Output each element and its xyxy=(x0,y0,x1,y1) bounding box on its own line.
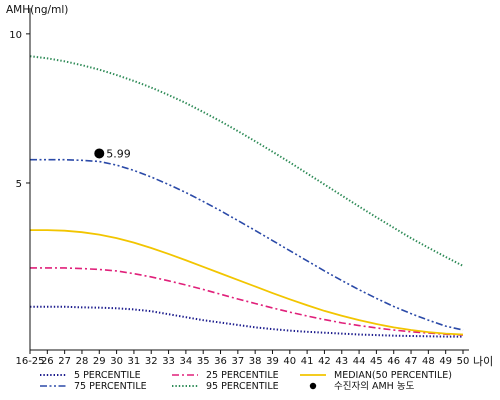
legend-label-1: 25 PERCENTILE xyxy=(206,370,279,381)
x-tick-label-13: 38 xyxy=(249,356,262,367)
legend-item-5: 수진자의 AMH 농도 xyxy=(309,381,415,392)
legend-item-4: 95 PERCENTILE xyxy=(172,381,279,392)
legend-label-5: 수진자의 AMH 농도 xyxy=(334,381,415,392)
x-tick-label-17: 42 xyxy=(318,356,331,367)
series-line-2 xyxy=(30,229,464,336)
legend: 5 PERCENTILE 25 PERCENTILE MEDIAN(50 PERCE… xyxy=(40,370,452,392)
x-tick-label-25: 50 xyxy=(457,356,470,367)
y-tick-label-1: 10 xyxy=(9,30,22,41)
legend-item-3: 75 PERCENTILE xyxy=(40,381,147,392)
x-tick-label-23: 48 xyxy=(422,356,435,367)
legend-label-3: 75 PERCENTILE xyxy=(74,381,147,392)
x-tick-label-4: 29 xyxy=(93,356,106,367)
patient-amh-value-label: 5.99 xyxy=(106,147,131,160)
x-tick-label-24: 49 xyxy=(439,356,452,367)
x-tick-label-16: 41 xyxy=(301,356,314,367)
x-tick-label-2: 27 xyxy=(58,356,71,367)
legend-item-1: 25 PERCENTILE xyxy=(172,370,279,381)
x-tick-label-6: 31 xyxy=(128,356,141,367)
x-tick-label-21: 46 xyxy=(387,356,400,367)
x-tick-label-9: 34 xyxy=(180,356,193,367)
series-layer xyxy=(29,55,464,338)
x-tick-label-18: 43 xyxy=(335,356,348,367)
series-line-1 xyxy=(30,267,464,336)
legend-swatch-5 xyxy=(309,382,317,390)
x-tick-label-10: 35 xyxy=(197,356,210,367)
x-tick-label-11: 36 xyxy=(214,356,227,367)
y-tick-label-0: 5 xyxy=(16,179,22,190)
legend-item-2: MEDIAN(50 PERCENTILE) xyxy=(300,370,452,381)
x-tick-label-7: 32 xyxy=(145,356,158,367)
x-tick-label-5: 30 xyxy=(110,356,123,367)
legend-label-4: 95 PERCENTILE xyxy=(206,381,279,392)
x-tick-label-22: 47 xyxy=(405,356,418,367)
x-tick-label-14: 39 xyxy=(266,356,279,367)
x-tick-label-3: 28 xyxy=(76,356,89,367)
y-axis-label: AMH(ng/ml) xyxy=(6,4,68,16)
x-tick-label-19: 44 xyxy=(353,356,366,367)
x-tick-label-8: 33 xyxy=(162,356,175,367)
series-line-3 xyxy=(30,158,464,331)
series-line-0 xyxy=(30,305,463,338)
point-layer: 5.99 xyxy=(94,147,131,160)
legend-label-2: MEDIAN(50 PERCENTILE) xyxy=(334,370,452,381)
legend-item-0: 5 PERCENTILE xyxy=(40,370,141,381)
x-tick-label-20: 45 xyxy=(370,356,383,367)
x-tick-label-0: 16-25 xyxy=(15,356,44,367)
x-tick-label-12: 37 xyxy=(231,356,244,367)
x-axis-label: 나이 xyxy=(473,355,493,368)
patient-amh-point xyxy=(94,148,105,159)
x-tick-label-15: 40 xyxy=(283,356,296,367)
x-tick-label-1: 26 xyxy=(41,356,54,367)
legend-label-0: 5 PERCENTILE xyxy=(74,370,141,381)
